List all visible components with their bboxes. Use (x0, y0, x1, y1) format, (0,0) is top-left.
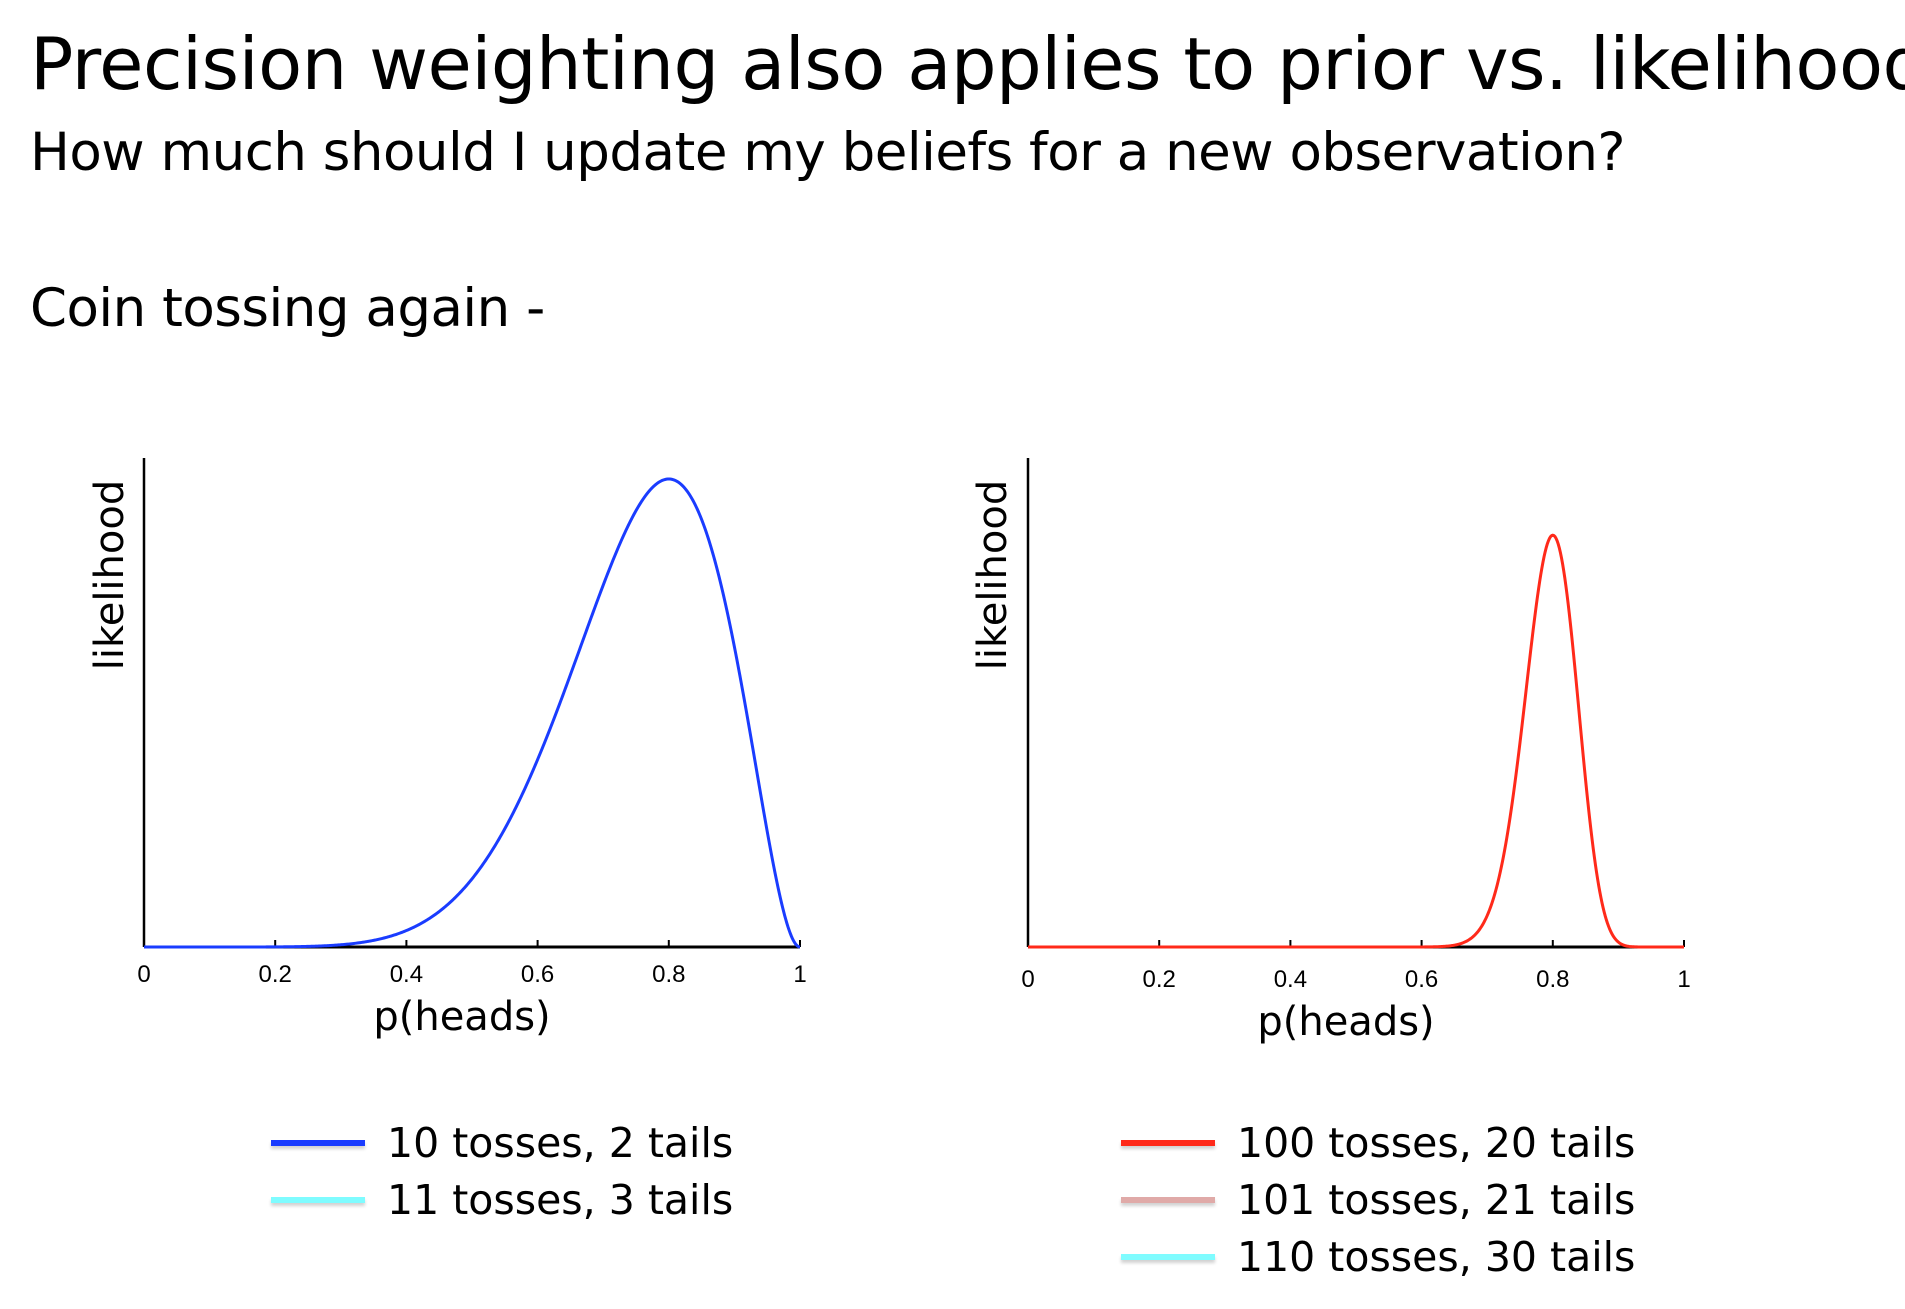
x-tick-label: 1 (1677, 966, 1690, 993)
legend-swatch (1121, 1254, 1215, 1260)
series-line-0 (1028, 533, 1684, 949)
x-tick-label: 0.2 (1143, 966, 1176, 993)
y-axis-label: likelihood (87, 480, 133, 671)
series-line-0 (144, 477, 801, 949)
slide-subtitle: How much should I update my beliefs for … (30, 122, 1626, 183)
legend-swatch (271, 1140, 365, 1146)
legend-label: 110 tosses, 30 tails (1237, 1233, 1636, 1281)
x-tick-label: 0.6 (1405, 966, 1438, 993)
x-tick-label: 0.8 (1536, 966, 1569, 993)
x-tick-label: 0.4 (390, 961, 423, 988)
legend-swatch (1121, 1197, 1215, 1203)
legend-label: 100 tosses, 20 tails (1237, 1119, 1636, 1167)
x-tick-label: 0.6 (521, 961, 554, 988)
x-tick-label: 0 (1021, 966, 1034, 993)
legend-swatch (1121, 1140, 1215, 1146)
x-axis-label: p(heads) (1257, 999, 1434, 1045)
slide-title: Precision weighting also applies to prio… (30, 22, 1905, 106)
legend-label: 11 tosses, 3 tails (387, 1176, 734, 1224)
legend-item: 110 tosses, 30 tails (1121, 1233, 1635, 1281)
legend-label: 101 tosses, 21 tails (1237, 1176, 1636, 1224)
x-tick-label: 0.4 (1274, 966, 1307, 993)
x-tick-label: 1 (793, 961, 806, 988)
legend-swatch (271, 1197, 365, 1203)
y-axis-label: likelihood (970, 480, 1016, 671)
x-tick-label: 0.2 (259, 961, 292, 988)
x-tick-label: 0.8 (652, 961, 685, 988)
legend-item: 101 tosses, 21 tails (1121, 1176, 1635, 1224)
legend-label: 10 tosses, 2 tails (387, 1119, 734, 1167)
legend-item: 11 tosses, 3 tails (271, 1176, 733, 1224)
x-axis-label: p(heads) (373, 994, 550, 1040)
legend-item: 100 tosses, 20 tails (1121, 1119, 1635, 1167)
legend-item: 10 tosses, 2 tails (271, 1119, 733, 1167)
section-heading: Coin tossing again - (30, 278, 545, 339)
x-tick-label: 0 (137, 961, 150, 988)
